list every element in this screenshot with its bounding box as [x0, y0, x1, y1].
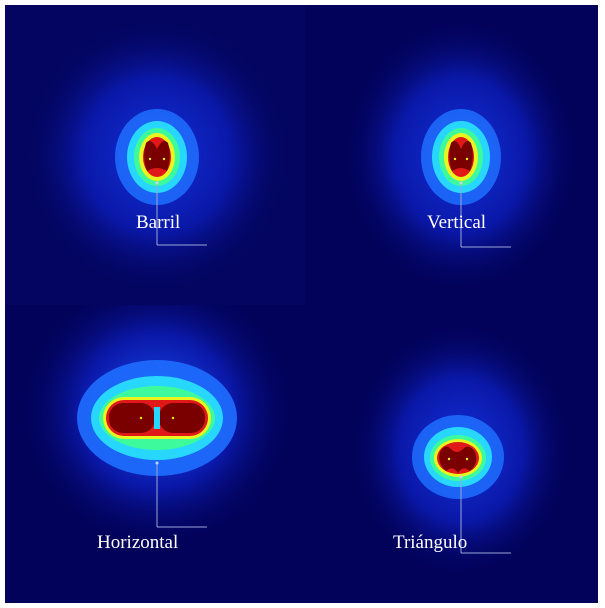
triangulo-axes: [459, 475, 511, 554]
heatmap-figure: Barril Vertical: [5, 5, 598, 603]
panel-triangulo: Triángulo: [305, 305, 598, 603]
vertical-label: Vertical: [427, 212, 487, 233]
panel-horizontal: Horizontal: [5, 305, 305, 603]
barril-axes: [155, 181, 207, 246]
panel-vertical: Vertical: [305, 5, 598, 305]
vertical-axes: [459, 181, 511, 248]
barril-field-plot: [22, 15, 292, 295]
barril-label: Barril: [136, 212, 181, 233]
horizontal-label: Horizontal: [97, 532, 179, 553]
panel-barril: Barril: [5, 5, 305, 305]
triangulo-field-plot: [349, 325, 573, 585]
horizontal-field-plot: [17, 305, 297, 565]
triangulo-label: Triángulo: [393, 532, 468, 553]
vertical-field-plot: [341, 15, 581, 295]
horizontal-axes: [155, 461, 207, 528]
